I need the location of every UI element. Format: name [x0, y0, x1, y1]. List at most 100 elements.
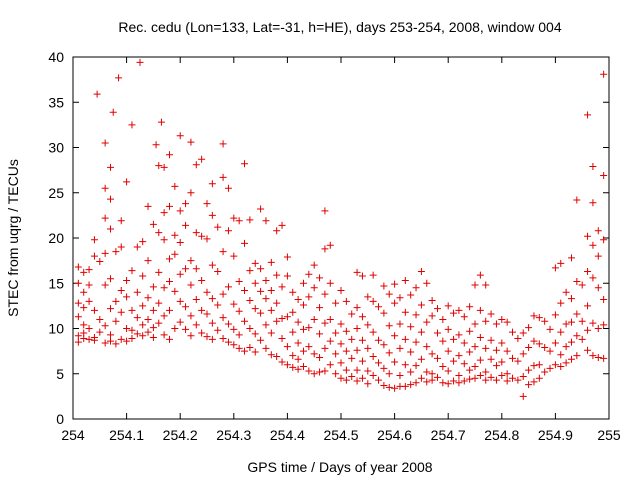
data-point [90, 236, 98, 244]
data-point [187, 189, 195, 197]
data-point [444, 380, 452, 388]
data-point [74, 299, 82, 307]
data-point [551, 361, 559, 369]
data-point [251, 330, 259, 338]
data-point [380, 309, 388, 317]
data-point [80, 321, 88, 329]
data-point [439, 363, 447, 371]
data-point [149, 306, 157, 314]
data-point [492, 376, 500, 384]
data-point [589, 274, 597, 282]
data-point [487, 310, 495, 318]
data-point [412, 284, 420, 292]
data-point [310, 370, 318, 378]
data-point [117, 243, 125, 251]
data-point [182, 221, 190, 229]
data-point [160, 236, 168, 244]
data-point [107, 305, 115, 313]
data-point [514, 334, 522, 342]
data-point [283, 272, 291, 280]
data-point [187, 332, 195, 340]
data-point [364, 293, 372, 301]
data-point [391, 358, 399, 366]
data-point [80, 268, 88, 276]
data-point [219, 140, 227, 148]
data-point [294, 296, 302, 304]
data-point [176, 270, 184, 278]
data-point [433, 354, 441, 362]
data-point [241, 160, 249, 168]
data-point [557, 259, 565, 267]
data-point [283, 343, 291, 351]
data-point [600, 236, 608, 244]
data-point [289, 328, 297, 336]
data-point [133, 330, 141, 338]
data-point [385, 290, 393, 298]
data-point [139, 332, 147, 340]
data-point [74, 332, 82, 340]
data-point [460, 360, 468, 368]
data-point [273, 317, 281, 325]
data-point [128, 326, 136, 334]
data-point [498, 372, 506, 380]
data-point [321, 207, 329, 215]
data-point [391, 384, 399, 392]
data-point [160, 163, 168, 171]
data-point [396, 320, 404, 328]
data-point [476, 356, 484, 364]
data-point [112, 317, 120, 325]
data-point [600, 172, 608, 180]
data-point [450, 309, 458, 317]
data-point [230, 252, 238, 260]
data-point [385, 383, 393, 391]
data-point [326, 279, 334, 287]
data-point [283, 313, 291, 321]
data-point [321, 319, 329, 327]
data-point [600, 70, 608, 78]
data-point [149, 283, 157, 291]
data-point [353, 346, 361, 354]
data-point [176, 318, 184, 326]
data-point [155, 229, 163, 237]
data-point [321, 344, 329, 352]
data-point [519, 372, 527, 380]
data-point [337, 359, 345, 367]
data-point [460, 313, 468, 321]
data-point [299, 347, 307, 355]
data-point [584, 302, 592, 310]
data-point [401, 277, 409, 285]
data-point [407, 368, 415, 376]
data-point [401, 335, 409, 343]
y-tick-label: 0 [56, 411, 64, 427]
data-point [567, 254, 575, 262]
data-point [353, 304, 361, 312]
data-point [423, 318, 431, 326]
data-point [503, 318, 511, 326]
data-point [391, 332, 399, 340]
data-point [107, 225, 115, 233]
data-point [117, 335, 125, 343]
data-point [262, 217, 270, 225]
data-point [407, 323, 415, 331]
data-point [450, 335, 458, 343]
data-point [101, 139, 109, 147]
data-point [278, 358, 286, 366]
data-point [283, 253, 291, 261]
data-point [96, 328, 104, 336]
data-point [316, 304, 324, 312]
data-point [85, 297, 93, 305]
data-point [171, 231, 179, 239]
data-point [401, 361, 409, 369]
data-point [283, 361, 291, 369]
data-point [262, 344, 270, 352]
x-tick-label: 254.4 [270, 427, 305, 443]
data-point [85, 335, 93, 343]
data-point [165, 306, 173, 314]
data-point [171, 250, 179, 258]
data-point [299, 325, 307, 333]
data-point [337, 374, 345, 382]
data-point [407, 348, 415, 356]
data-point [455, 331, 463, 339]
data-point [535, 340, 543, 348]
